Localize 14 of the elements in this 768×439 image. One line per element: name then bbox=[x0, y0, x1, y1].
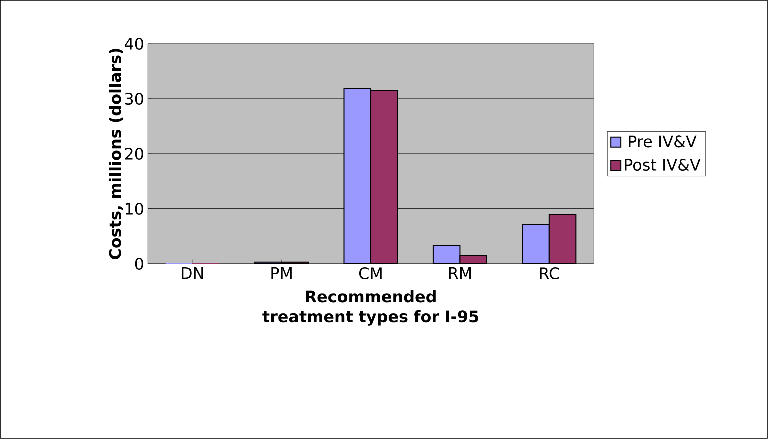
y-tick-label: 40 bbox=[124, 38, 144, 50]
x-axis-title: Recommended treatment types for I-95 bbox=[262, 290, 478, 326]
y-tick-label: 0 bbox=[135, 258, 144, 270]
y-tick-label: 20 bbox=[125, 148, 144, 160]
x-tick-label: RM bbox=[449, 268, 472, 280]
y-tick-label: 10 bbox=[126, 202, 144, 216]
x-tick-label: DN bbox=[182, 268, 204, 280]
y-axis-title: Costs, millions (dollars) bbox=[108, 49, 124, 260]
x-tick-label: CM bbox=[359, 268, 382, 280]
legend-label: Pre IV&V bbox=[629, 136, 697, 148]
legend-label: Post IV&V bbox=[625, 158, 701, 172]
x-tick-label: RC bbox=[540, 268, 560, 280]
x-tick-label: PM bbox=[272, 268, 292, 280]
y-tick-label: 30 bbox=[125, 92, 144, 106]
